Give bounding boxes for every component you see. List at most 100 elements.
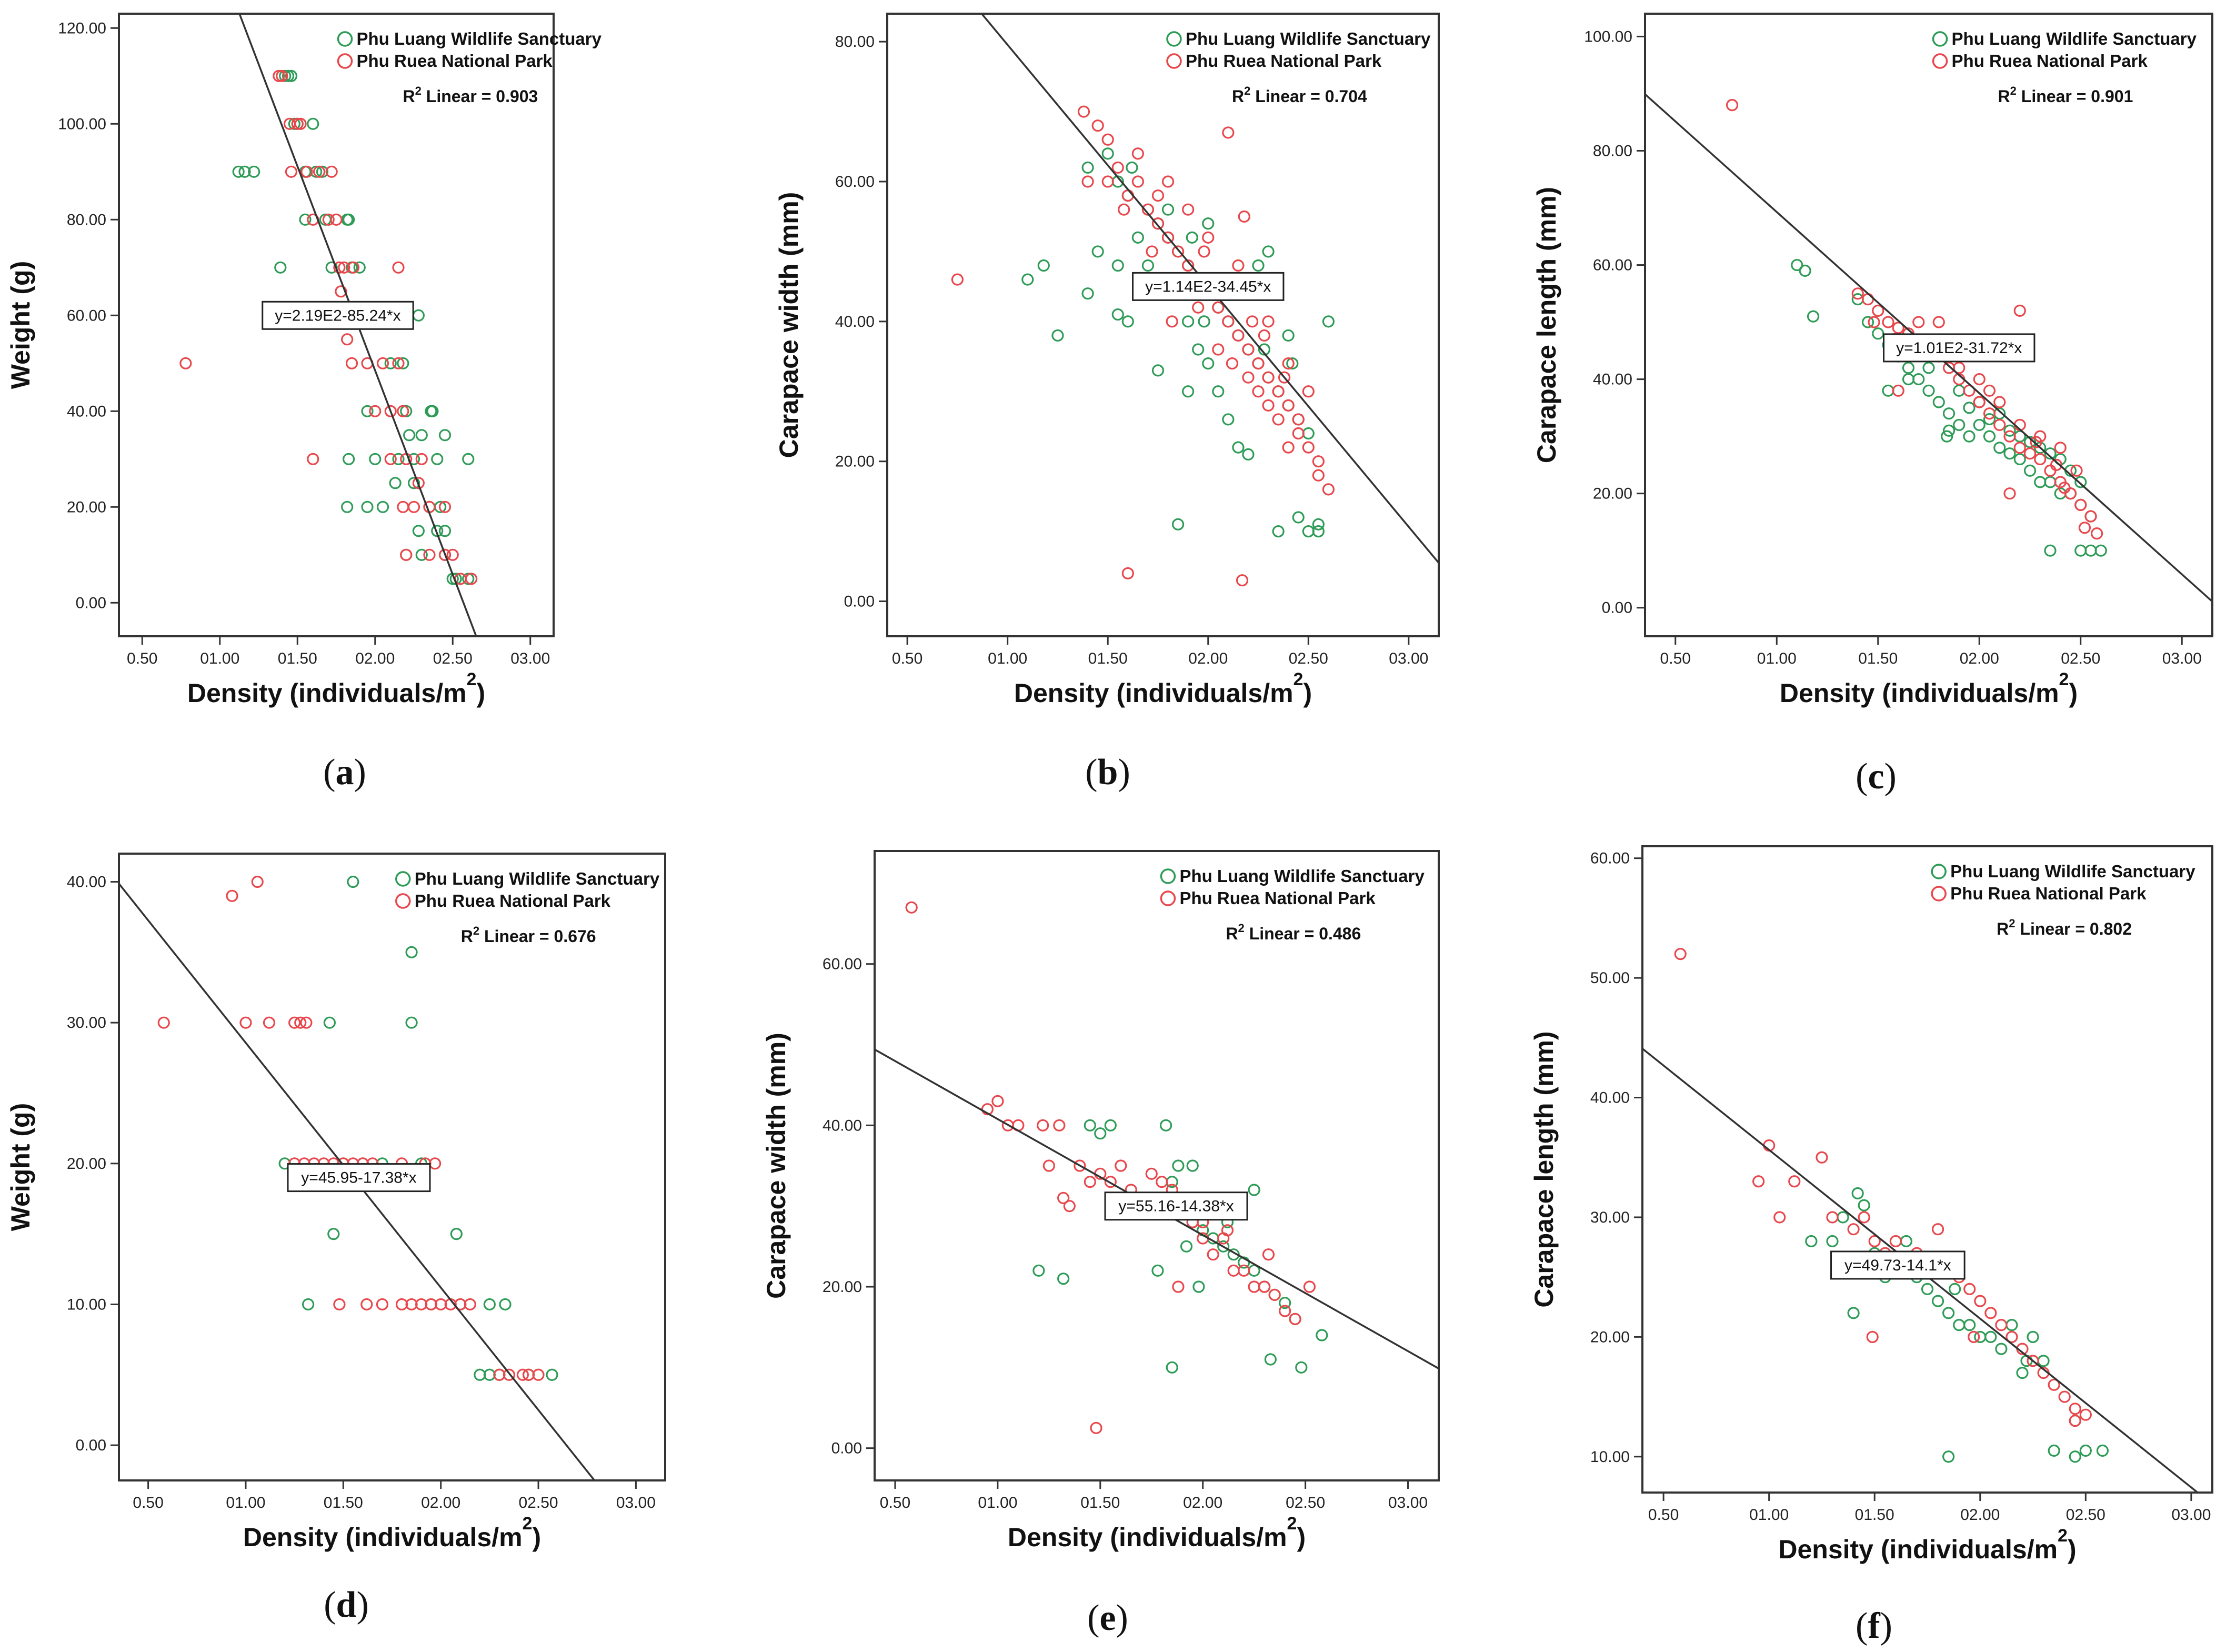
x-tick-label: 0.50 bbox=[133, 1494, 163, 1511]
equation-box bbox=[262, 301, 414, 330]
scatter-point bbox=[400, 405, 413, 417]
scatter-point bbox=[1111, 161, 1124, 174]
x-axis-title-sup: 2 bbox=[1287, 1514, 1297, 1534]
scatter-point bbox=[279, 69, 292, 82]
scatter-point bbox=[1851, 1187, 1864, 1200]
scatter-point bbox=[2054, 442, 2067, 454]
panel-paren-close: ) bbox=[1880, 1606, 1892, 1646]
panel-label: (e) bbox=[1087, 1598, 1128, 1638]
scatter-point bbox=[369, 405, 382, 417]
legend-marker bbox=[1160, 890, 1176, 906]
legend-label: Phu Ruea National Park bbox=[415, 891, 611, 910]
scatter-point bbox=[1101, 133, 1114, 146]
scatter-point bbox=[361, 500, 374, 513]
scatter-point bbox=[1973, 373, 1986, 386]
scatter-point bbox=[905, 901, 918, 914]
scatter-point bbox=[2013, 453, 2026, 466]
scatter-point bbox=[431, 453, 444, 465]
scatter-point bbox=[1953, 418, 1966, 432]
scatter-point bbox=[407, 477, 420, 489]
x-axis-title-end: ) bbox=[532, 1523, 541, 1552]
r2-exp: 2 bbox=[1238, 922, 1245, 935]
panel-paren-close: ) bbox=[354, 752, 366, 793]
x-axis-title-sup: 2 bbox=[523, 1514, 533, 1534]
scatter-point bbox=[1262, 399, 1275, 412]
y-tick-label: 10.00 bbox=[1590, 1448, 1630, 1466]
scatter-point bbox=[1212, 343, 1225, 356]
x-tick-label: 02.00 bbox=[1183, 1494, 1222, 1511]
legend: Phu Luang Wildlife Sanctuary Phu Ruea Nat… bbox=[1931, 862, 2195, 903]
scatter-point bbox=[1674, 948, 1687, 960]
scatter-point bbox=[1252, 259, 1265, 272]
scatter-point bbox=[1091, 119, 1104, 132]
y-tick-label: 0.00 bbox=[76, 594, 106, 612]
scatter-point bbox=[438, 525, 452, 537]
y-tick-label: 80.00 bbox=[835, 33, 875, 51]
scatter-point bbox=[1212, 301, 1225, 314]
equation-label: y=1.14E2-34.45*x bbox=[1145, 278, 1271, 295]
scatter-point bbox=[1858, 1211, 1870, 1224]
scatter-point bbox=[282, 69, 295, 82]
scatter-point bbox=[302, 1298, 315, 1311]
r2-mid: Linear = 0.704 bbox=[1250, 87, 1367, 106]
scatter-point bbox=[1302, 385, 1315, 398]
scatter-point bbox=[157, 1016, 170, 1029]
scatter-point bbox=[1773, 1211, 1786, 1224]
scatter-point bbox=[423, 548, 436, 561]
chart-panel-e: 0.50 01.00 01.50 02.00 02.50 03.00 0.00 20.00 40… bbox=[761, 850, 1440, 1638]
scatter-point bbox=[1074, 1159, 1086, 1172]
r2-label: R2 Linear = 0.704 bbox=[1232, 84, 1367, 106]
panel-paren-close: ) bbox=[356, 1585, 368, 1625]
scatter-point bbox=[323, 1016, 336, 1029]
scatter-point bbox=[1931, 1223, 1944, 1236]
scatter-point bbox=[1081, 287, 1094, 300]
r2-mid: Linear = 0.486 bbox=[1245, 924, 1361, 943]
x-tick-label: 03.00 bbox=[1389, 650, 1428, 667]
scatter-point bbox=[2006, 1330, 2018, 1343]
x-axis-title-sup: 2 bbox=[2059, 669, 2069, 689]
scatter-point bbox=[1826, 1211, 1839, 1224]
scatter-point bbox=[1207, 1248, 1219, 1261]
x-tick-label: 02.50 bbox=[1286, 1494, 1325, 1511]
r2-prefix: R bbox=[1226, 924, 1238, 943]
scatter-point bbox=[2058, 1390, 2071, 1403]
scatter-point bbox=[2050, 458, 2063, 472]
scatter-point bbox=[1282, 399, 1295, 412]
scatter-point bbox=[285, 165, 298, 178]
scatter-point bbox=[1238, 210, 1250, 223]
y-tick-label: 10.00 bbox=[67, 1296, 106, 1313]
y-tick-label: 100.00 bbox=[58, 115, 106, 133]
scatter-point bbox=[1953, 362, 1966, 374]
x-tick-label: 03.00 bbox=[2171, 1506, 2211, 1524]
scatter-point bbox=[438, 548, 452, 561]
scatter-point bbox=[226, 889, 238, 902]
legend-marker bbox=[1931, 886, 1947, 902]
scatter-point bbox=[1145, 1167, 1158, 1180]
scatter-point bbox=[307, 117, 319, 130]
scatter-point bbox=[1021, 273, 1034, 286]
scatter-point bbox=[1198, 245, 1210, 258]
scatter-point bbox=[1816, 1151, 1828, 1164]
y-tick-label: 60.00 bbox=[1593, 257, 1632, 274]
scatter-point bbox=[1995, 1343, 2008, 1355]
scatter-point bbox=[1279, 1305, 1291, 1317]
x-tick-label: 01.50 bbox=[1088, 650, 1128, 667]
r2-prefix: R bbox=[1232, 87, 1244, 106]
scatter-point bbox=[2023, 464, 2037, 477]
scatter-point bbox=[1236, 574, 1249, 587]
scatter-point bbox=[1121, 567, 1134, 579]
x-axis-title: Density (individuals/m2) bbox=[243, 1514, 541, 1552]
scatter-point bbox=[299, 213, 312, 226]
scatter-point bbox=[2003, 424, 2016, 437]
legend-marker bbox=[1166, 53, 1182, 69]
panel-paren-close: ) bbox=[1116, 1598, 1128, 1638]
scatter-point bbox=[1118, 203, 1130, 216]
panel-paren-close: ) bbox=[1118, 752, 1130, 793]
scatter-point bbox=[1866, 1330, 1879, 1343]
panel-letter: e bbox=[1099, 1598, 1116, 1638]
scatter-point bbox=[392, 261, 405, 274]
scatter-point bbox=[1131, 231, 1144, 244]
scatter-point bbox=[341, 500, 354, 513]
y-axis-title: Carapace length (mm) bbox=[1532, 187, 1561, 463]
panel-label: (f) bbox=[1856, 1606, 1892, 1646]
